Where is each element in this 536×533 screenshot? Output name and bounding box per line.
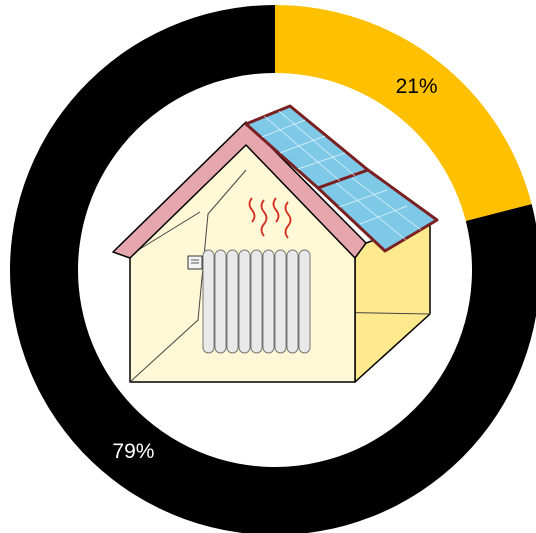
donut-labels: 21% 79% bbox=[112, 75, 437, 463]
donut-slice-1 bbox=[275, 5, 532, 222]
donut-slices bbox=[10, 5, 536, 533]
slice-label-1: 21% bbox=[396, 75, 438, 98]
slice-label-2: 79% bbox=[112, 440, 154, 463]
house-solar-icon bbox=[112, 104, 439, 383]
